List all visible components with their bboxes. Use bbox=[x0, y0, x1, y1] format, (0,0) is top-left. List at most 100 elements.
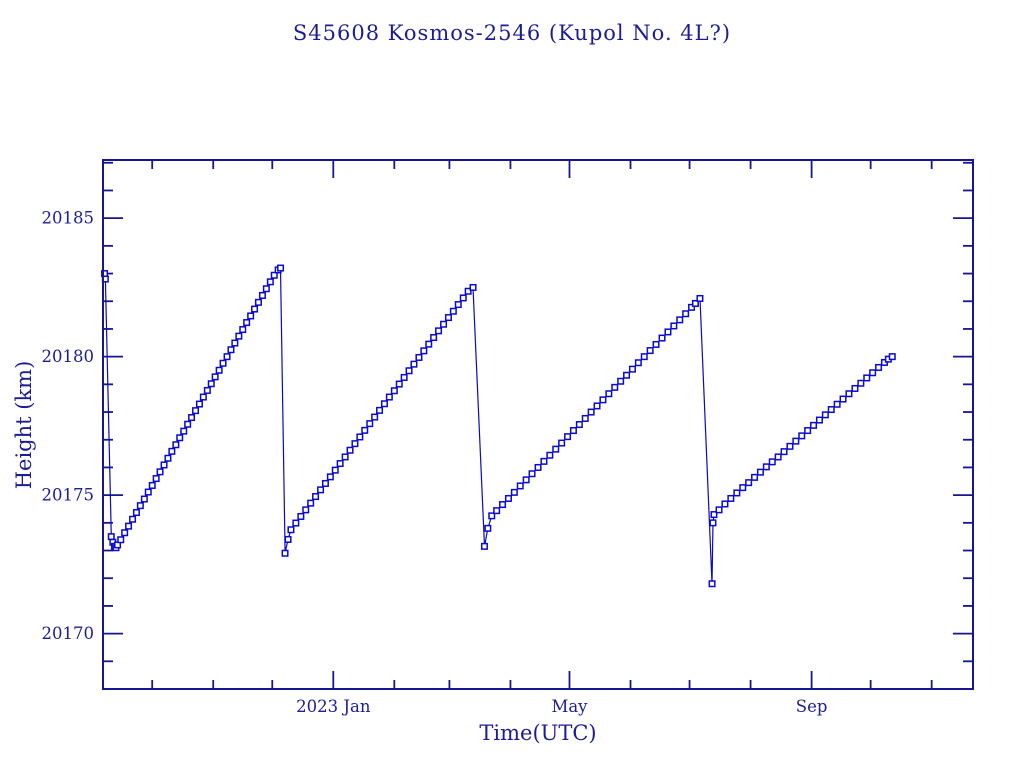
data-point bbox=[390, 387, 398, 395]
data-point bbox=[715, 506, 723, 514]
data-point bbox=[774, 453, 782, 461]
data-point bbox=[164, 454, 172, 462]
data-point bbox=[292, 519, 300, 527]
data-point bbox=[444, 314, 452, 322]
data-point bbox=[857, 379, 865, 387]
data-point bbox=[664, 328, 672, 336]
data-point bbox=[235, 332, 243, 340]
data-point bbox=[307, 499, 315, 507]
x-tick-label: 2023 Jan bbox=[296, 697, 371, 716]
data-point bbox=[107, 533, 115, 541]
data-point bbox=[804, 427, 812, 435]
data-point bbox=[341, 453, 349, 461]
data-point bbox=[488, 512, 496, 520]
data-point bbox=[691, 299, 699, 307]
data-point bbox=[459, 294, 467, 302]
data-point bbox=[786, 442, 794, 450]
data-point bbox=[385, 393, 393, 401]
y-tick-label: 20170 bbox=[42, 624, 95, 643]
data-point bbox=[528, 470, 536, 478]
data-point bbox=[721, 500, 729, 508]
data-point bbox=[121, 529, 129, 537]
data-point bbox=[593, 402, 601, 410]
data-point bbox=[469, 283, 477, 291]
data-point bbox=[346, 446, 354, 454]
data-point bbox=[709, 519, 717, 527]
data-point bbox=[688, 303, 696, 311]
data-point bbox=[156, 468, 164, 476]
data-point bbox=[449, 307, 457, 315]
axis-tick-labels: 20170 20175 20180 20185 2023 Jan May Sep bbox=[42, 209, 828, 716]
data-point bbox=[827, 406, 835, 414]
data-point bbox=[125, 522, 133, 530]
data-point bbox=[277, 264, 285, 272]
x-tick-label: Sep bbox=[796, 697, 828, 716]
data-point bbox=[152, 475, 160, 483]
data-point bbox=[640, 353, 648, 361]
data-point bbox=[652, 340, 660, 348]
data-point bbox=[254, 298, 262, 306]
data-point bbox=[581, 414, 589, 422]
data-point bbox=[504, 494, 512, 502]
data-line bbox=[104, 267, 893, 585]
y-tick-label: 20180 bbox=[42, 347, 95, 366]
data-point bbox=[564, 433, 572, 441]
data-point bbox=[227, 346, 235, 354]
data-point bbox=[682, 310, 690, 318]
data-point bbox=[317, 486, 325, 494]
data-point bbox=[510, 488, 518, 496]
data-point bbox=[670, 322, 678, 330]
data-point bbox=[493, 507, 501, 515]
data-point bbox=[140, 495, 148, 503]
data-point bbox=[262, 285, 270, 293]
data-point bbox=[522, 476, 530, 484]
data-point bbox=[454, 301, 462, 309]
data-point bbox=[810, 421, 818, 429]
data-point bbox=[869, 369, 877, 377]
data-point bbox=[302, 506, 310, 514]
data-point bbox=[366, 420, 374, 428]
data-point bbox=[845, 390, 853, 398]
data-point bbox=[136, 502, 144, 510]
data-point bbox=[239, 326, 247, 334]
data-point bbox=[708, 580, 716, 588]
y-tick-label: 20185 bbox=[42, 209, 95, 228]
data-point bbox=[284, 535, 292, 543]
data-point bbox=[798, 432, 806, 440]
data-point bbox=[552, 445, 560, 453]
data-point bbox=[634, 359, 642, 367]
data-point bbox=[733, 489, 741, 497]
plot-frame bbox=[102, 159, 974, 690]
data-point bbox=[480, 542, 488, 550]
data-point bbox=[405, 367, 413, 375]
data-point bbox=[219, 359, 227, 367]
data-point bbox=[558, 439, 566, 447]
data-point bbox=[628, 365, 636, 373]
data-point bbox=[546, 451, 554, 459]
data-point bbox=[243, 319, 251, 327]
data-point bbox=[192, 407, 200, 415]
x-tick-label: May bbox=[551, 697, 588, 716]
data-point bbox=[129, 515, 137, 523]
data-point bbox=[540, 457, 548, 465]
data-point bbox=[251, 305, 259, 313]
y-tick-label: 20175 bbox=[42, 486, 95, 505]
data-point bbox=[351, 440, 359, 448]
data-point bbox=[326, 473, 334, 481]
data-point bbox=[172, 441, 180, 449]
data-point bbox=[575, 421, 583, 429]
data-point bbox=[400, 373, 408, 381]
data-point bbox=[176, 434, 184, 442]
data-point bbox=[312, 493, 320, 501]
data-point bbox=[464, 287, 472, 295]
data-point bbox=[203, 386, 211, 394]
data-point bbox=[117, 536, 125, 544]
data-point bbox=[815, 416, 823, 424]
data-point bbox=[623, 371, 631, 379]
x-axis-title: Time(UTC) bbox=[479, 721, 596, 745]
data-point bbox=[727, 494, 735, 502]
data-point bbox=[270, 271, 278, 279]
data-point bbox=[569, 427, 577, 435]
data-point bbox=[888, 353, 896, 361]
data-point bbox=[751, 473, 759, 481]
